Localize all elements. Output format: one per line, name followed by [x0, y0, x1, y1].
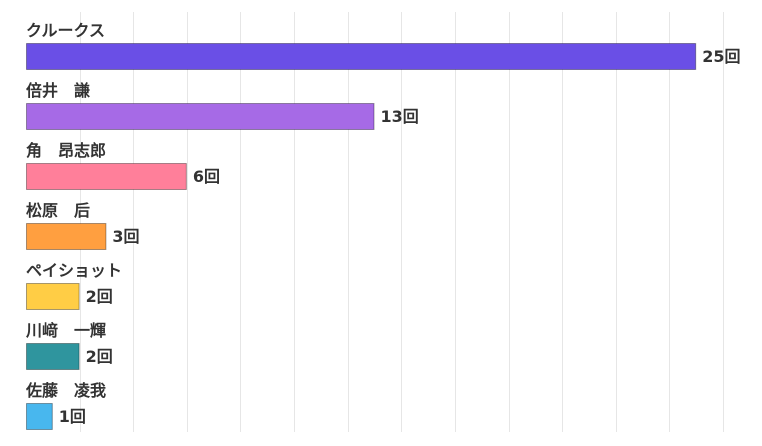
value-label: 6回	[193, 167, 220, 186]
category-label: 倍井 謙	[26, 81, 90, 100]
bar	[26, 343, 80, 370]
grid-layer	[80, 12, 724, 432]
bar	[26, 403, 53, 430]
category-label: クルークス	[26, 21, 105, 40]
category-label: 角 昂志郎	[26, 141, 106, 160]
bar	[26, 283, 80, 310]
value-label: 1回	[59, 407, 86, 426]
category-label: 佐藤 凌我	[25, 381, 106, 400]
value-label: 2回	[86, 287, 113, 306]
category-label: 松原 后	[26, 201, 90, 220]
category-label: 川﨑 一輝	[25, 321, 106, 340]
category-label: ペイショット	[26, 261, 122, 280]
bar	[26, 43, 697, 70]
value-label: 13回	[381, 107, 419, 126]
bar	[26, 163, 187, 190]
bar	[26, 103, 375, 130]
bar	[26, 223, 107, 250]
value-label: 3回	[112, 227, 139, 246]
value-label: 2回	[86, 347, 113, 366]
value-label: 25回	[702, 47, 740, 66]
bar-layer	[26, 43, 697, 430]
